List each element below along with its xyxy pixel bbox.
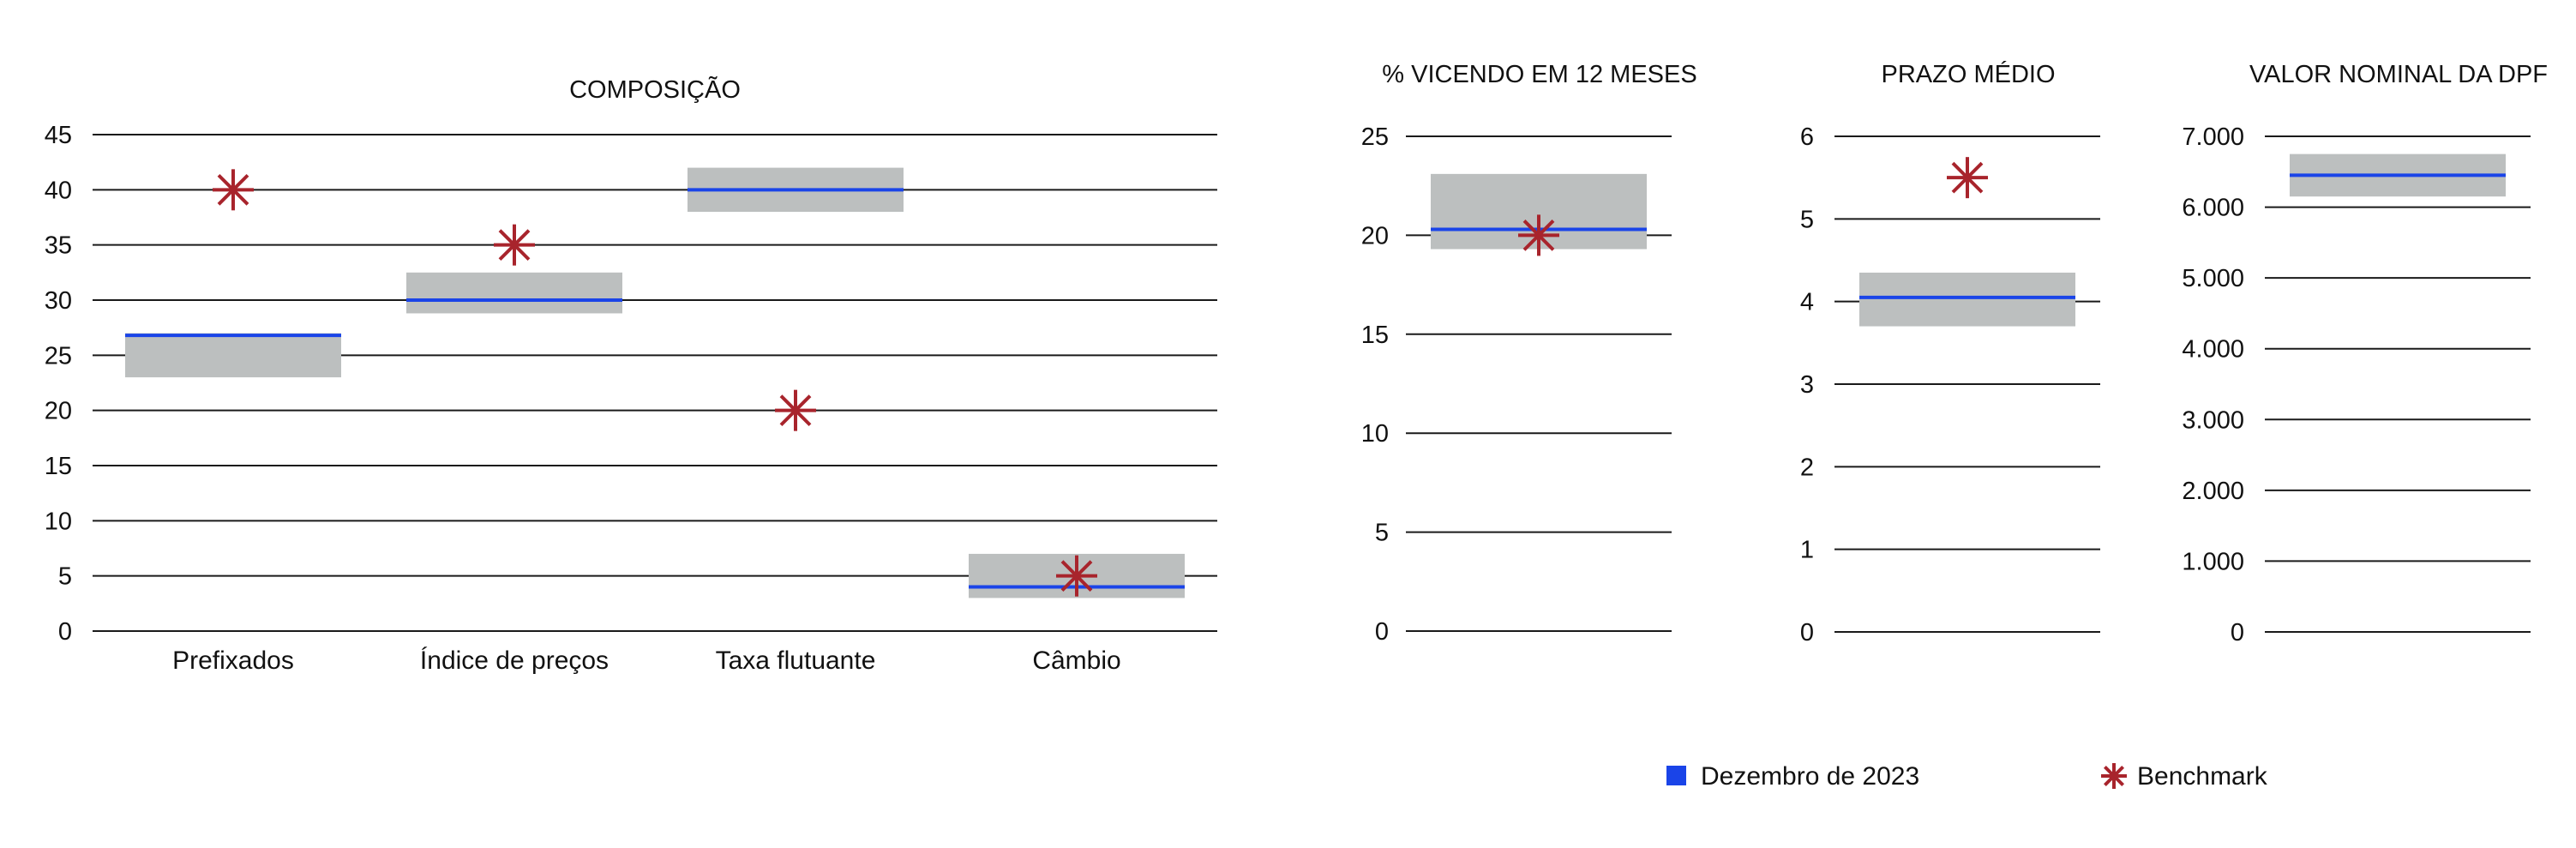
y-tick-label: 40 [45,177,72,204]
benchmark-marker-stroke [1951,161,1984,194]
benchmark-marker [494,224,535,266]
y-tick-label: 4.000 [2182,336,2244,364]
legend-label-december: Dezembro de 2023 [1701,762,1919,791]
chart-title: COMPOSIÇÃO [569,75,741,104]
range-bar [1859,272,2075,327]
chart-title: % VICENDO EM 12 MESES [1382,61,1696,88]
y-tick-label: 10 [1361,420,1389,448]
benchmark-marker-stroke [1522,220,1555,251]
benchmark-marker [1056,555,1097,597]
y-tick-label: 0 [58,618,72,646]
y-tick-label: 3 [1800,371,1814,399]
y-tick-label: 10 [45,508,72,535]
legend: Dezembro de 2023 Benchmark [1666,762,2268,791]
chart-panel-3: PRAZO MÉDIO 0 1 2 3 4 5 6 [1800,60,2100,647]
y-tick-label: 4 [1800,289,1814,316]
legend-label-benchmark: Benchmark [2137,762,2268,791]
chart-panel-2: % VICENDO EM 12 MESES 0 5 10 15 20 25 [1361,61,1697,646]
chart-panel-4: VALOR NOMINAL DA DPF 0 1.000 2.000 3.000 4.00… [2182,61,2548,647]
y-tick-label: 5 [1375,520,1389,547]
blue-square-icon [1666,766,1686,785]
y-tick-label: 1 [1800,537,1814,564]
benchmark-marker-stroke [2103,765,2125,787]
chart-panel-1: COMPOSIÇÃO 0 5 10 15 20 25 30 35 40 45 Prefixados Ín… [45,75,1217,675]
y-tick-label: 5.000 [2182,265,2244,292]
y-tick-label: 20 [1361,222,1389,250]
y-tick-label: 30 [45,287,72,315]
y-tick-label: 0 [1800,619,1814,647]
y-tick-label: 2 [1800,454,1814,481]
y-tick-label: 20 [45,398,72,425]
benchmark-marker [213,169,254,211]
asterisk-icon [2101,763,2127,789]
category-label: Câmbio [1032,647,1120,675]
y-tick-label: 2.000 [2182,478,2244,505]
y-tick-label: 3.000 [2182,406,2244,434]
benchmark-marker [775,389,816,431]
chart-title: VALOR NOMINAL DA DPF [2249,61,2548,88]
category-label: Prefixados [172,647,294,675]
y-tick-label: 15 [45,453,72,480]
legend-item-december: Dezembro de 2023 [1666,762,1919,791]
chart-title: PRAZO MÉDIO [1881,60,2055,88]
benchmark-marker-stroke [498,229,531,262]
y-tick-label: 35 [45,232,72,260]
y-tick-label: 5 [1800,206,1814,233]
range-bar [125,333,341,378]
benchmark-marker [1518,214,1559,256]
benchmark-marker-stroke [1060,560,1093,592]
y-tick-label: 15 [1361,322,1389,349]
y-tick-label: 25 [45,342,72,370]
y-tick-label: 25 [1361,123,1389,151]
y-tick-label: 0 [2231,619,2244,647]
benchmark-marker [1947,157,1988,199]
y-tick-label: 5 [58,563,72,591]
y-tick-label: 45 [45,122,72,149]
y-tick-label: 7.000 [2182,123,2244,151]
asterisk-icon-stroke-group [2101,763,2127,789]
category-label: Índice de preços [420,647,609,675]
y-tick-label: 1.000 [2182,548,2244,575]
y-tick-label: 6 [1800,123,1814,151]
range-bar [406,272,622,314]
benchmark-marker-stroke [217,173,249,206]
y-tick-label: 6.000 [2182,195,2244,222]
benchmark-marker-stroke [779,394,812,427]
category-label: Taxa flutuante [716,647,876,675]
legend-item-benchmark: Benchmark [2101,762,2268,791]
y-tick-label: 0 [1375,618,1389,646]
